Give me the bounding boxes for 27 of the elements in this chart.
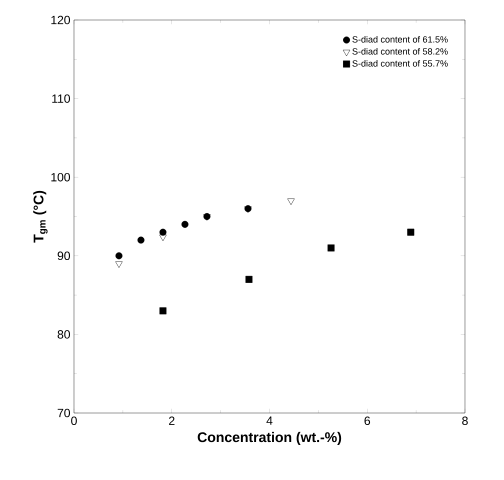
point — [328, 244, 335, 252]
point — [115, 261, 123, 268]
x-tick-label: 8 — [462, 416, 468, 426]
y-tick-label: 70 — [58, 408, 70, 418]
point — [287, 198, 295, 205]
x-tick-label: 6 — [364, 416, 370, 426]
legend-label: S-diad content of 55.7% — [352, 60, 448, 67]
y-tick-label: 110 — [52, 94, 70, 103]
x-tick-label: 0 — [71, 416, 77, 426]
point — [159, 228, 166, 236]
y-axis-title: T$_{gm}$ (°C) — [33, 190, 48, 243]
legend-label: S-diad content of 58.2% — [352, 48, 448, 55]
legend-label: S-diad content of 61.5% — [352, 36, 448, 43]
point — [245, 276, 252, 283]
point — [407, 228, 414, 236]
x-axis-title: Concentration (wt.-%) — [198, 432, 342, 445]
y-tick-label: 100 — [51, 172, 70, 182]
point — [115, 252, 122, 260]
point — [159, 307, 166, 314]
y-tick-label: 120 — [51, 16, 70, 24]
point — [181, 220, 188, 228]
y-tick-label: 80 — [58, 330, 70, 339]
point — [159, 234, 167, 242]
x-tick-label: 2 — [169, 416, 174, 425]
point — [137, 236, 144, 244]
x-tick-label: 4 — [266, 416, 272, 425]
y-tick-label: 90 — [58, 252, 70, 260]
